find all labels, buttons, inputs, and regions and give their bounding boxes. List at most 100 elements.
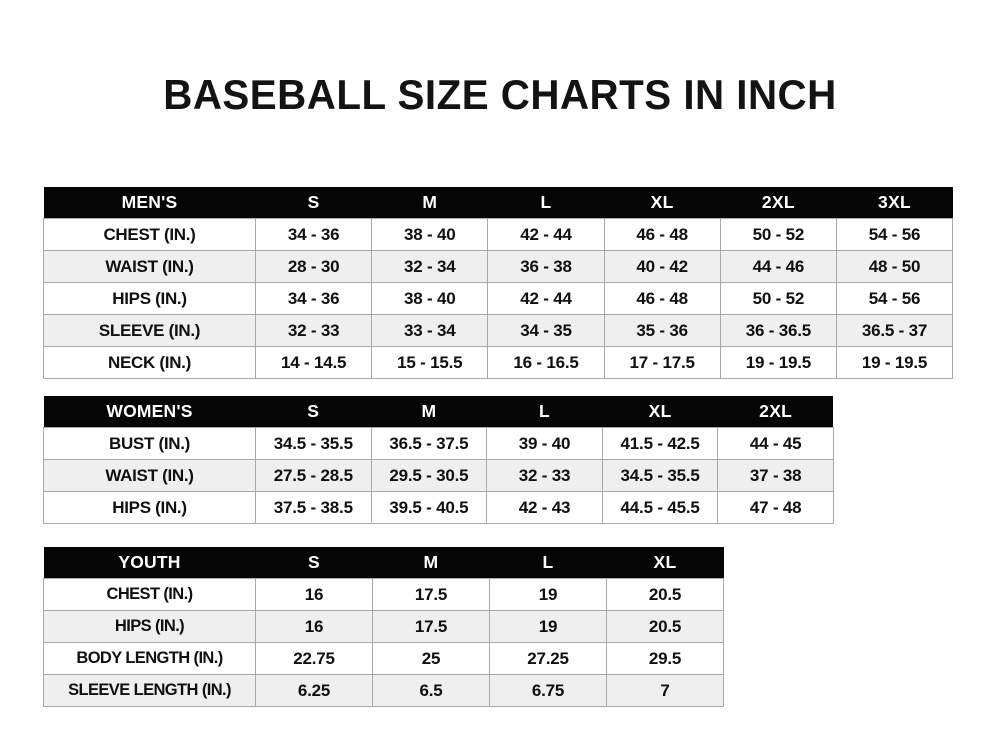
cell: 19 - 19.5 xyxy=(720,346,837,379)
cell: 19 - 19.5 xyxy=(836,346,954,379)
cell: 25 xyxy=(372,642,490,675)
cell: 27.25 xyxy=(489,642,607,675)
cell: 46 - 48 xyxy=(604,282,721,315)
cell: 41.5 - 42.5 xyxy=(602,427,719,460)
cell: 36.5 - 37 xyxy=(836,314,954,347)
page-title: BASEBALL SIZE CHARTS IN INCH xyxy=(163,71,837,118)
row-label: CHEST (IN.) xyxy=(43,218,256,251)
youth-size-table: YOUTH S M L XL CHEST (IN.) 16 17.5 19 20… xyxy=(43,547,724,707)
cell: 42 - 43 xyxy=(486,491,603,524)
table-row: CHEST (IN.) 16 17.5 19 20.5 xyxy=(43,578,724,611)
cell: 46 - 48 xyxy=(604,218,721,251)
mens-column-header-m: M xyxy=(371,187,488,219)
cell: 37 - 38 xyxy=(717,459,834,492)
mens-size-table: MEN'S S M L XL 2XL 3XL CHEST (IN.) 34 - … xyxy=(43,187,954,379)
cell: 16 xyxy=(255,578,373,611)
cell: 20.5 xyxy=(606,610,724,643)
mens-column-header-xl: XL xyxy=(604,187,721,219)
cell: 17.5 xyxy=(372,610,490,643)
row-label: HIPS (IN.) xyxy=(43,282,256,315)
cell: 42 - 44 xyxy=(487,282,605,315)
mens-column-header-s: S xyxy=(255,187,372,219)
cell: 28 - 30 xyxy=(255,250,373,283)
table-row: NECK (IN.) 14 - 14.5 15 - 15.5 16 - 16.5… xyxy=(43,346,954,379)
row-label: WAIST (IN.) xyxy=(43,459,256,492)
cell: 34.5 - 35.5 xyxy=(602,459,719,492)
table-row: HIPS (IN.) 37.5 - 38.5 39.5 - 40.5 42 - … xyxy=(43,491,834,524)
cell: 37.5 - 38.5 xyxy=(255,491,372,524)
table-row: CHEST (IN.) 34 - 36 38 - 40 42 - 44 46 -… xyxy=(43,218,954,251)
row-label: BODY LENGTH (IN.) xyxy=(43,642,256,675)
cell: 29.5 - 30.5 xyxy=(371,459,488,492)
cell: 32 - 33 xyxy=(255,314,373,347)
cell: 19 xyxy=(489,578,607,611)
cell: 36 - 38 xyxy=(487,250,605,283)
womens-header-row: WOMEN'S S M L XL 2XL xyxy=(43,396,834,428)
cell: 36.5 - 37.5 xyxy=(371,427,488,460)
table-row: SLEEVE LENGTH (IN.) 6.25 6.5 6.75 7 xyxy=(43,674,724,707)
cell: 35 - 36 xyxy=(604,314,721,347)
youth-column-header-l: L xyxy=(489,547,607,579)
table-row: BUST (IN.) 34.5 - 35.5 36.5 - 37.5 39 - … xyxy=(43,427,834,460)
cell: 34 - 36 xyxy=(255,218,373,251)
womens-column-header-s: S xyxy=(255,396,372,428)
cell: 39.5 - 40.5 xyxy=(371,491,488,524)
cell: 6.25 xyxy=(255,674,373,707)
cell: 17.5 xyxy=(372,578,490,611)
row-label: WAIST (IN.) xyxy=(43,250,256,283)
cell: 32 - 34 xyxy=(371,250,489,283)
youth-column-header-xl: XL xyxy=(606,547,724,579)
table-row: SLEEVE (IN.) 32 - 33 33 - 34 34 - 35 35 … xyxy=(43,314,954,347)
table-row: WAIST (IN.) 28 - 30 32 - 34 36 - 38 40 -… xyxy=(43,250,954,283)
cell: 33 - 34 xyxy=(371,314,489,347)
cell: 50 - 52 xyxy=(720,282,837,315)
cell: 44 - 46 xyxy=(720,250,837,283)
mens-column-header-3xl: 3XL xyxy=(836,187,953,219)
mens-header-row: MEN'S S M L XL 2XL 3XL xyxy=(43,187,953,219)
womens-category-label: WOMEN'S xyxy=(43,396,256,428)
row-label: HIPS (IN.) xyxy=(43,610,256,643)
womens-column-header-m: M xyxy=(371,396,487,428)
cell: 42 - 44 xyxy=(487,218,605,251)
row-label: NECK (IN.) xyxy=(43,346,256,379)
mens-column-header-2xl: 2XL xyxy=(720,187,837,219)
row-label: SLEEVE (IN.) xyxy=(43,314,256,347)
cell: 44.5 - 45.5 xyxy=(602,491,719,524)
row-label: BUST (IN.) xyxy=(43,427,256,460)
row-label: SLEEVE LENGTH (IN.) xyxy=(43,674,256,707)
table-row: HIPS (IN.) 16 17.5 19 20.5 xyxy=(43,610,724,643)
cell: 34 - 36 xyxy=(255,282,373,315)
mens-column-header-l: L xyxy=(487,187,605,219)
cell: 39 - 40 xyxy=(486,427,603,460)
womens-column-header-2xl: 2XL xyxy=(717,396,834,428)
youth-column-header-m: M xyxy=(372,547,490,579)
cell: 32 - 33 xyxy=(486,459,603,492)
cell: 15 - 15.5 xyxy=(371,346,489,379)
cell: 34.5 - 35.5 xyxy=(255,427,372,460)
cell: 34 - 35 xyxy=(487,314,605,347)
cell: 7 xyxy=(606,674,724,707)
cell: 17 - 17.5 xyxy=(604,346,721,379)
table-row: BODY LENGTH (IN.) 22.75 25 27.25 29.5 xyxy=(43,642,724,675)
cell: 48 - 50 xyxy=(836,250,954,283)
youth-column-header-s: S xyxy=(255,547,373,579)
cell: 50 - 52 xyxy=(720,218,837,251)
cell: 6.5 xyxy=(372,674,490,707)
cell: 19 xyxy=(489,610,607,643)
cell: 27.5 - 28.5 xyxy=(255,459,372,492)
cell: 16 - 16.5 xyxy=(487,346,605,379)
womens-column-header-l: L xyxy=(486,396,603,428)
womens-size-table: WOMEN'S S M L XL 2XL BUST (IN.) 34.5 - 3… xyxy=(43,396,834,524)
cell: 36 - 36.5 xyxy=(720,314,837,347)
youth-header-row: YOUTH S M L XL xyxy=(43,547,724,579)
cell: 22.75 xyxy=(255,642,373,675)
cell: 44 - 45 xyxy=(717,427,834,460)
cell: 38 - 40 xyxy=(371,282,489,315)
cell: 54 - 56 xyxy=(836,218,954,251)
womens-column-header-xl: XL xyxy=(602,396,718,428)
cell: 47 - 48 xyxy=(717,491,834,524)
cell: 29.5 xyxy=(606,642,724,675)
cell: 14 - 14.5 xyxy=(255,346,373,379)
cell: 6.75 xyxy=(489,674,607,707)
mens-category-label: MEN'S xyxy=(43,187,256,219)
